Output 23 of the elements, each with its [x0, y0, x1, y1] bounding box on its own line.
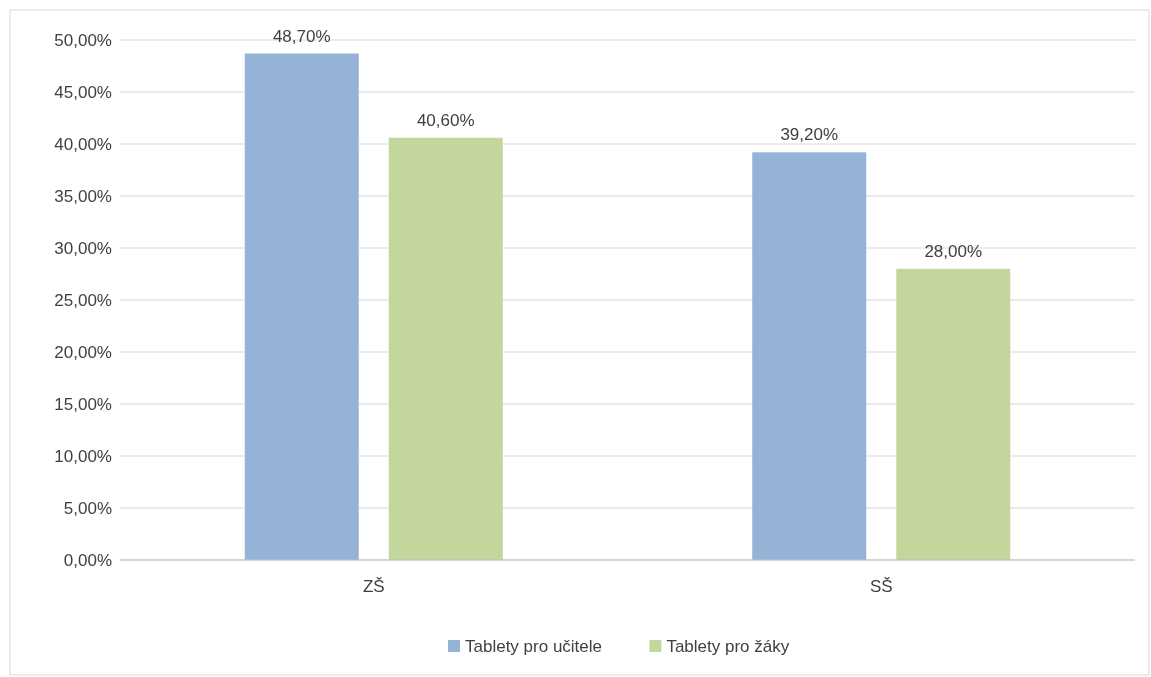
- bar: [752, 152, 867, 560]
- y-tick-label: 25,00%: [54, 290, 112, 310]
- y-tick-label: 30,00%: [54, 238, 112, 258]
- y-tick-label: 40,00%: [54, 134, 112, 154]
- data-label: 40,60%: [416, 110, 475, 130]
- bar: [388, 137, 503, 560]
- y-tick-label: 5,00%: [63, 498, 112, 518]
- legend-label: Tablety pro žáky: [666, 636, 790, 656]
- y-tick-label: 0,00%: [63, 550, 112, 570]
- y-tick-label: 35,00%: [54, 186, 112, 206]
- data-label: 39,20%: [780, 125, 839, 145]
- legend-label: Tablety pro učitele: [465, 636, 603, 656]
- y-tick-label: 50,00%: [54, 30, 112, 50]
- data-label: 48,70%: [272, 26, 331, 46]
- bar: [244, 53, 359, 560]
- x-tick-label: SŠ: [869, 577, 893, 596]
- data-label: 28,00%: [924, 241, 983, 261]
- y-tick-label: 15,00%: [54, 394, 112, 414]
- bar: [896, 268, 1011, 560]
- y-tick-label: 45,00%: [54, 82, 112, 102]
- y-tick-label: 10,00%: [54, 446, 112, 466]
- x-tick-label: ZŠ: [362, 577, 385, 596]
- y-tick-label: 20,00%: [54, 342, 112, 362]
